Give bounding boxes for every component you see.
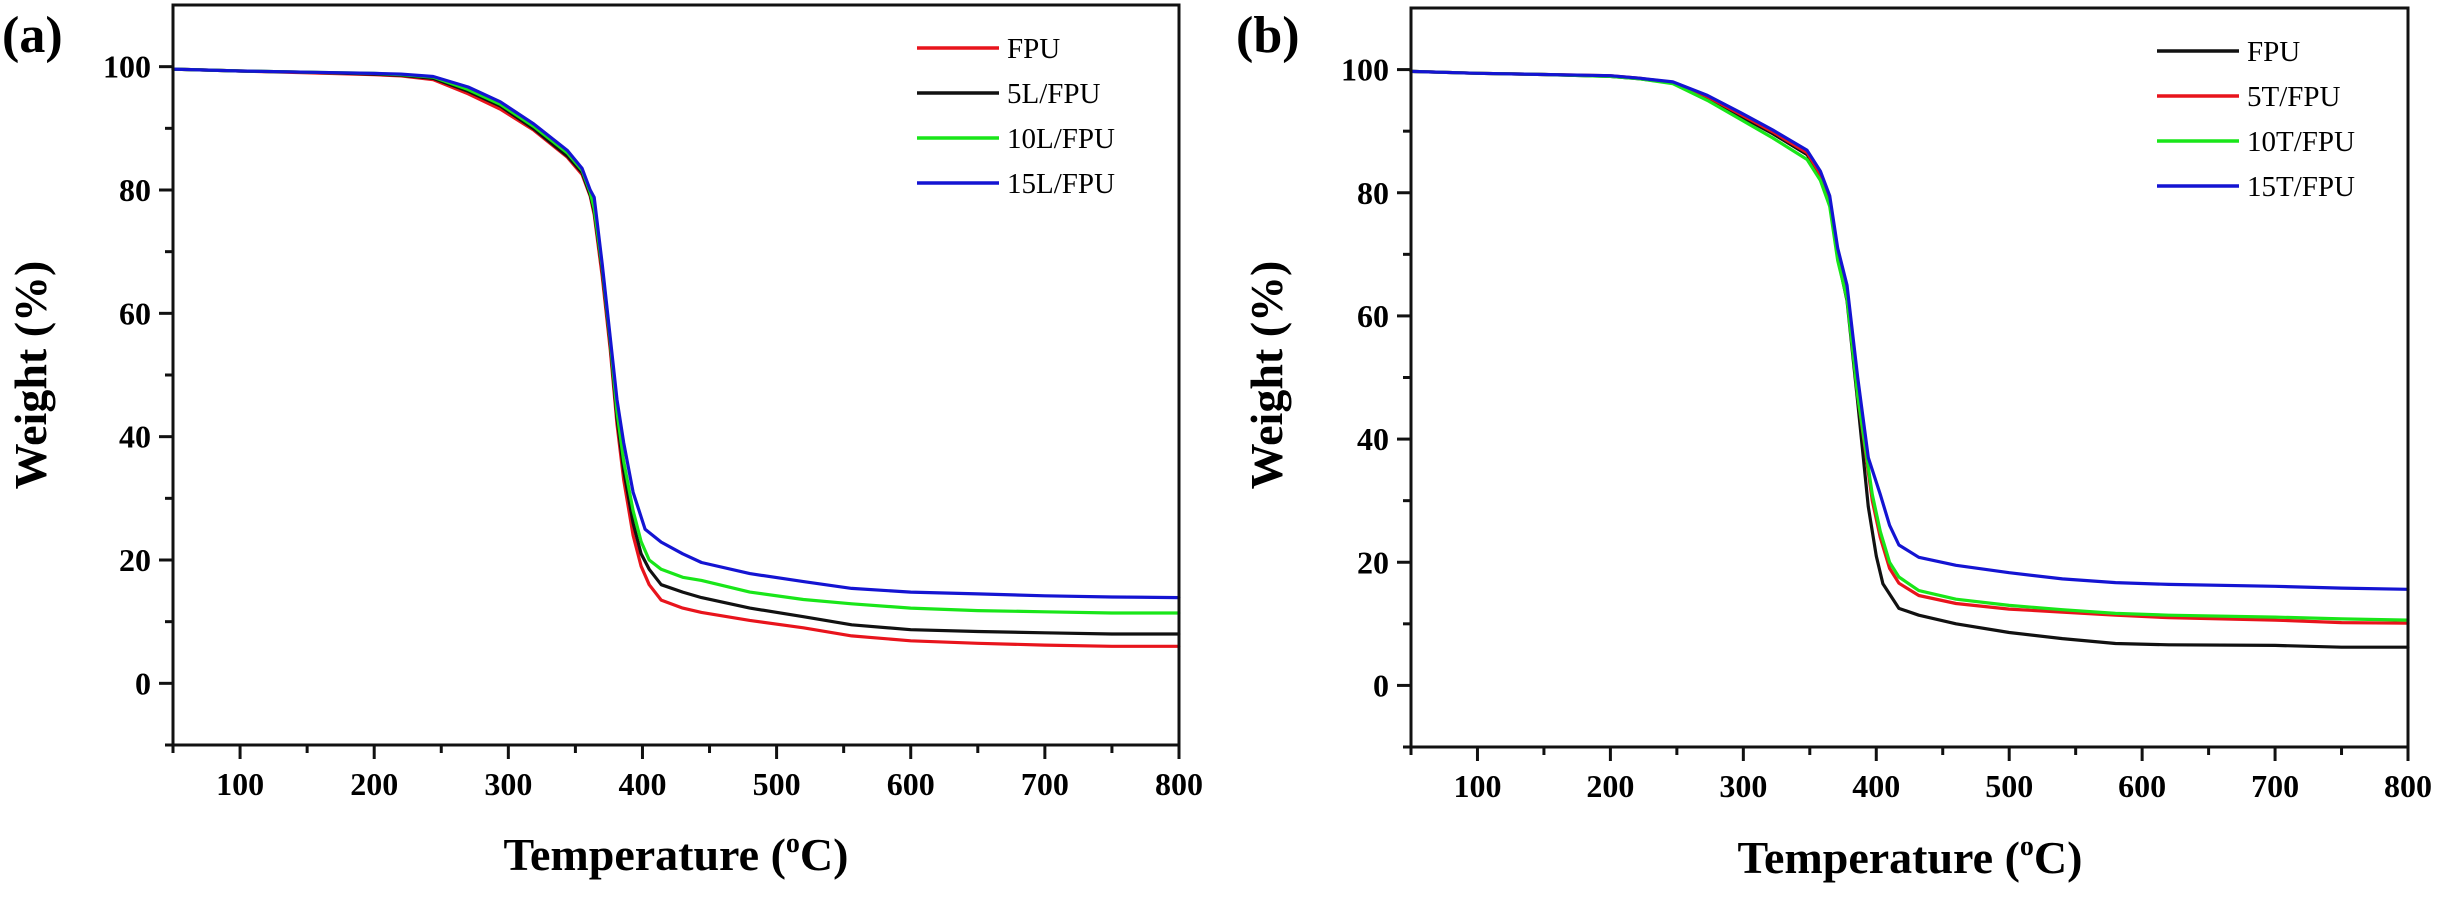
legend-item: 15L/FPU bbox=[917, 168, 1115, 200]
y-tick-label: 0 bbox=[1373, 667, 1389, 703]
x-tick-label: 700 bbox=[1021, 766, 1069, 802]
legend-b: FPU 5T/FPU 10T/FPU 15T/FPU bbox=[2157, 36, 2355, 203]
x-tick-label: 200 bbox=[350, 766, 398, 802]
y-tick-label: 100 bbox=[103, 49, 151, 85]
y-axis-title-a: Weight (%) bbox=[5, 261, 56, 490]
x-tick-label: 300 bbox=[484, 766, 532, 802]
y-tick-label: 20 bbox=[1357, 544, 1389, 580]
legend-label: 10L/FPU bbox=[1007, 123, 1115, 155]
y-tick-label: 60 bbox=[119, 295, 151, 331]
x-tick-label: 800 bbox=[2384, 768, 2432, 804]
legend-label: FPU bbox=[1007, 33, 1060, 65]
x-tick-label: 500 bbox=[1985, 768, 2033, 804]
x-tick-label: 800 bbox=[1155, 766, 1203, 802]
legend-a: FPU 5L/FPU 10L/FPU 15L/FPU bbox=[917, 33, 1115, 200]
x-tick-label: 100 bbox=[216, 766, 264, 802]
legend-item: 15T/FPU bbox=[2157, 171, 2355, 203]
y-tick-label: 40 bbox=[119, 419, 151, 455]
x-tick-label: 700 bbox=[2251, 768, 2299, 804]
legend-label: 15T/FPU bbox=[2247, 171, 2355, 203]
x-tick-label: 400 bbox=[618, 766, 666, 802]
x-tick-label: 300 bbox=[1719, 768, 1767, 804]
panel-label-a: (a) bbox=[2, 7, 63, 64]
x-axis-title-sup-b: o bbox=[2020, 831, 2034, 862]
panel-label-b: (b) bbox=[1236, 7, 1300, 64]
x-tick-label: 400 bbox=[1852, 768, 1900, 804]
series-layer-b bbox=[1409, 69, 2410, 649]
legend-item: FPU bbox=[917, 33, 1060, 65]
panel-b: (b) Weight (%) Temperature (oC) 100 200 30… bbox=[1236, 6, 2432, 883]
x-axis-title-end-b: C) bbox=[2034, 832, 2083, 883]
x-tick-label: 200 bbox=[1586, 768, 1634, 804]
ticks-layer-b: 100 200 300 400 500 600 700 800 0 20 40 60 80 100 bbox=[1341, 52, 2432, 804]
plot-frame-b bbox=[1409, 6, 2410, 749]
legend-label: 10T/FPU bbox=[2247, 126, 2355, 158]
x-tick-label: 100 bbox=[1453, 768, 1501, 804]
legend-item: FPU bbox=[2157, 36, 2300, 68]
legend-item: 5T/FPU bbox=[2157, 81, 2341, 113]
x-axis-title-main-b: Temperature ( bbox=[1738, 832, 2020, 883]
legend-label: FPU bbox=[2247, 36, 2300, 68]
series-line-15l-fpu bbox=[171, 67, 1181, 600]
x-axis-title-end-a: C) bbox=[800, 829, 849, 880]
x-axis-title-sup-a: o bbox=[786, 828, 800, 859]
y-axis-title-b: Weight (%) bbox=[1241, 261, 1292, 490]
x-axis-title-main-a: Temperature ( bbox=[504, 829, 786, 880]
series-layer-a bbox=[171, 67, 1181, 648]
y-tick-label: 80 bbox=[1357, 175, 1389, 211]
x-tick-label: 600 bbox=[887, 766, 935, 802]
x-tick-label: 600 bbox=[2118, 768, 2166, 804]
y-tick-label: 80 bbox=[119, 172, 151, 208]
y-tick-label: 100 bbox=[1341, 52, 1389, 88]
legend-item: 10T/FPU bbox=[2157, 126, 2355, 158]
panel-a: (a) Weight (%) Temperature (oC) 100 200 30… bbox=[2, 3, 1203, 880]
series-line-fpu bbox=[171, 67, 1181, 648]
x-axis-title-b: Temperature (oC) bbox=[1738, 831, 2083, 883]
legend-item: 10L/FPU bbox=[917, 123, 1115, 155]
plot-frame-a bbox=[171, 3, 1181, 747]
x-axis-title-a: Temperature (oC) bbox=[504, 828, 849, 880]
legend-label: 5L/FPU bbox=[1007, 78, 1101, 110]
x-tick-label: 500 bbox=[753, 766, 801, 802]
y-tick-label: 60 bbox=[1357, 298, 1389, 334]
y-tick-label: 40 bbox=[1357, 421, 1389, 457]
ticks-layer-a: 100 200 300 400 500 600 700 800 0 20 40 60 80 100 bbox=[103, 49, 1203, 802]
series-line-15t-fpu bbox=[1409, 69, 2410, 591]
legend-item: 5L/FPU bbox=[917, 78, 1101, 110]
y-tick-label: 0 bbox=[135, 665, 151, 701]
y-tick-label: 20 bbox=[119, 542, 151, 578]
legend-label: 5T/FPU bbox=[2247, 81, 2341, 113]
legend-label: 15L/FPU bbox=[1007, 168, 1115, 200]
